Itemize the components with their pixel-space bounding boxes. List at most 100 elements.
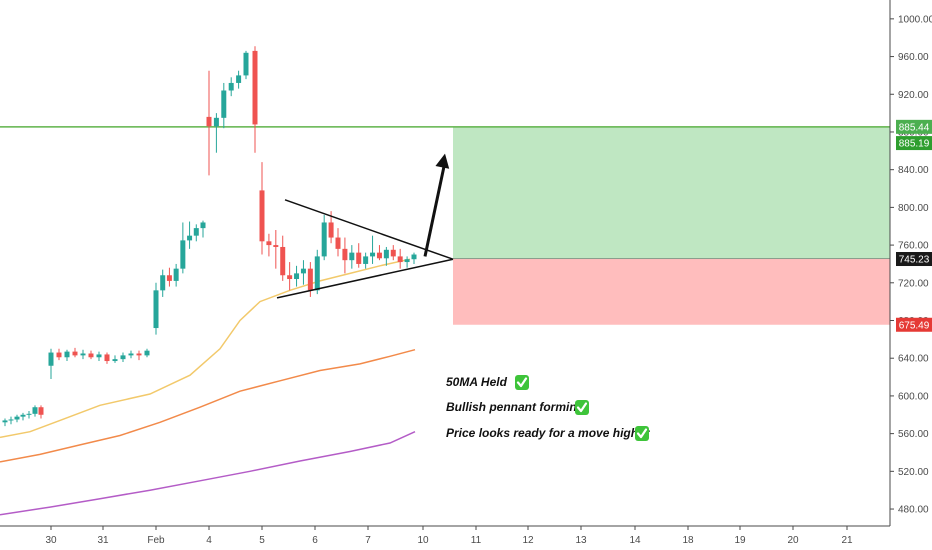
candle-body [349,252,355,261]
candle-body [314,256,320,291]
time-tick-label: 4 [206,535,212,546]
breakout-arrow[interactable] [423,153,450,257]
check-icon [635,426,649,441]
arrow-shaft[interactable] [423,161,447,257]
price-badge-line [896,119,932,134]
arrow-head[interactable] [435,153,450,169]
stop-loss-zone[interactable] [453,259,890,325]
candle-body [383,249,389,259]
candle-body [144,350,150,356]
time-tick-label: 10 [417,535,429,546]
candle-body [112,359,118,362]
price-tick-label: 960.00 [898,52,929,63]
candle-body [48,352,54,366]
price-badge-entry [896,252,932,267]
candle-body [96,354,102,358]
candle-body [221,90,227,118]
candle-body [294,273,300,280]
time-tick-label: 12 [522,535,534,546]
candle-body [397,256,403,263]
candle-body [252,50,258,125]
check-icon [575,400,589,415]
price-tick-label: 840.00 [898,165,929,176]
candle-body [56,352,62,358]
price-tick-label: 560.00 [898,429,929,440]
loss-zone-rect[interactable] [453,259,890,325]
time-tick-label: 13 [575,535,587,546]
price-tick-label: 920.00 [898,90,929,101]
candle-body [213,117,219,127]
price-tick-label: 640.00 [898,354,929,365]
check-mark [516,377,528,388]
candle-body [328,222,334,238]
candle-body [26,413,32,415]
time-tick-label: 5 [259,535,265,546]
price-badge-label: 745.23 [899,255,930,266]
candle-body [8,419,14,421]
candle-body [321,222,327,257]
candle-body [266,241,272,246]
time-tick-label: 21 [841,535,853,546]
candle-body [228,82,234,91]
time-tick-label: 30 [45,535,57,546]
candle-body [120,355,126,360]
ma-100-line [0,348,416,463]
candle-body [280,246,286,276]
candle-body [411,254,417,260]
candle-body [370,252,376,257]
profit-zone-rect[interactable] [453,127,890,260]
price-tick-label: 520.00 [898,467,929,478]
annotation-text: 50MA Held [446,375,508,389]
price-tick-label: 480.00 [898,505,929,516]
candle-body [342,248,348,261]
candle-body [307,268,313,291]
candle-body [376,252,382,259]
candle-body [153,290,159,329]
price-badge-label: 885.44 [899,122,930,133]
price-badges: 885.44 885.19 745.23 675.49 [896,119,932,332]
candle-body [236,75,242,83]
price-tick-label: 600.00 [898,391,929,402]
candle-body [356,252,362,264]
time-tick-label: 20 [787,535,799,546]
candle-body [273,245,279,247]
annotation-text: Price looks ready for a move higher [446,426,651,440]
time-tick-label: 31 [97,535,109,546]
candle-body [200,222,206,229]
price-tick-label: 800.00 [898,203,929,214]
pennant-lower-line[interactable] [276,258,454,299]
candle-body [160,275,166,291]
check-mark [576,402,588,413]
candle-body [187,235,193,241]
check-icon [515,375,529,390]
time-tick-label: 11 [471,535,482,546]
candle-body [259,190,265,242]
price-badge-target [896,136,932,151]
candle-body [64,351,70,358]
profit-target-zone[interactable] [453,127,890,260]
price-tick-label: 1000.00 [898,14,932,25]
candle-body [88,353,94,358]
candle-body [72,351,78,356]
candle-body [335,237,341,249]
candle-body [300,268,306,274]
analysis-notes: 50MA Held Bullish pennant forming Price lo… [446,375,651,441]
candle-body [38,407,44,415]
candle-body [180,240,186,269]
price-tick-label: 720.00 [898,278,929,289]
time-axis[interactable]: 30 31 Feb 4 5 6 7 10 11 12 13 14 18 19 20 21 [0,525,890,546]
candle-body [136,353,142,356]
candle-body [104,354,110,362]
time-tick-label: 18 [682,535,694,546]
candle-body [243,52,249,76]
time-tick-label: 6 [312,535,318,546]
candle-body [173,268,179,281]
candle-body [390,249,396,257]
price-badge-stop [896,317,932,332]
candle-body [404,259,410,263]
candlestick-series [2,46,417,427]
time-tick-label: 7 [365,535,371,546]
time-tick-label: Feb [147,535,165,546]
candle-body [20,414,26,417]
